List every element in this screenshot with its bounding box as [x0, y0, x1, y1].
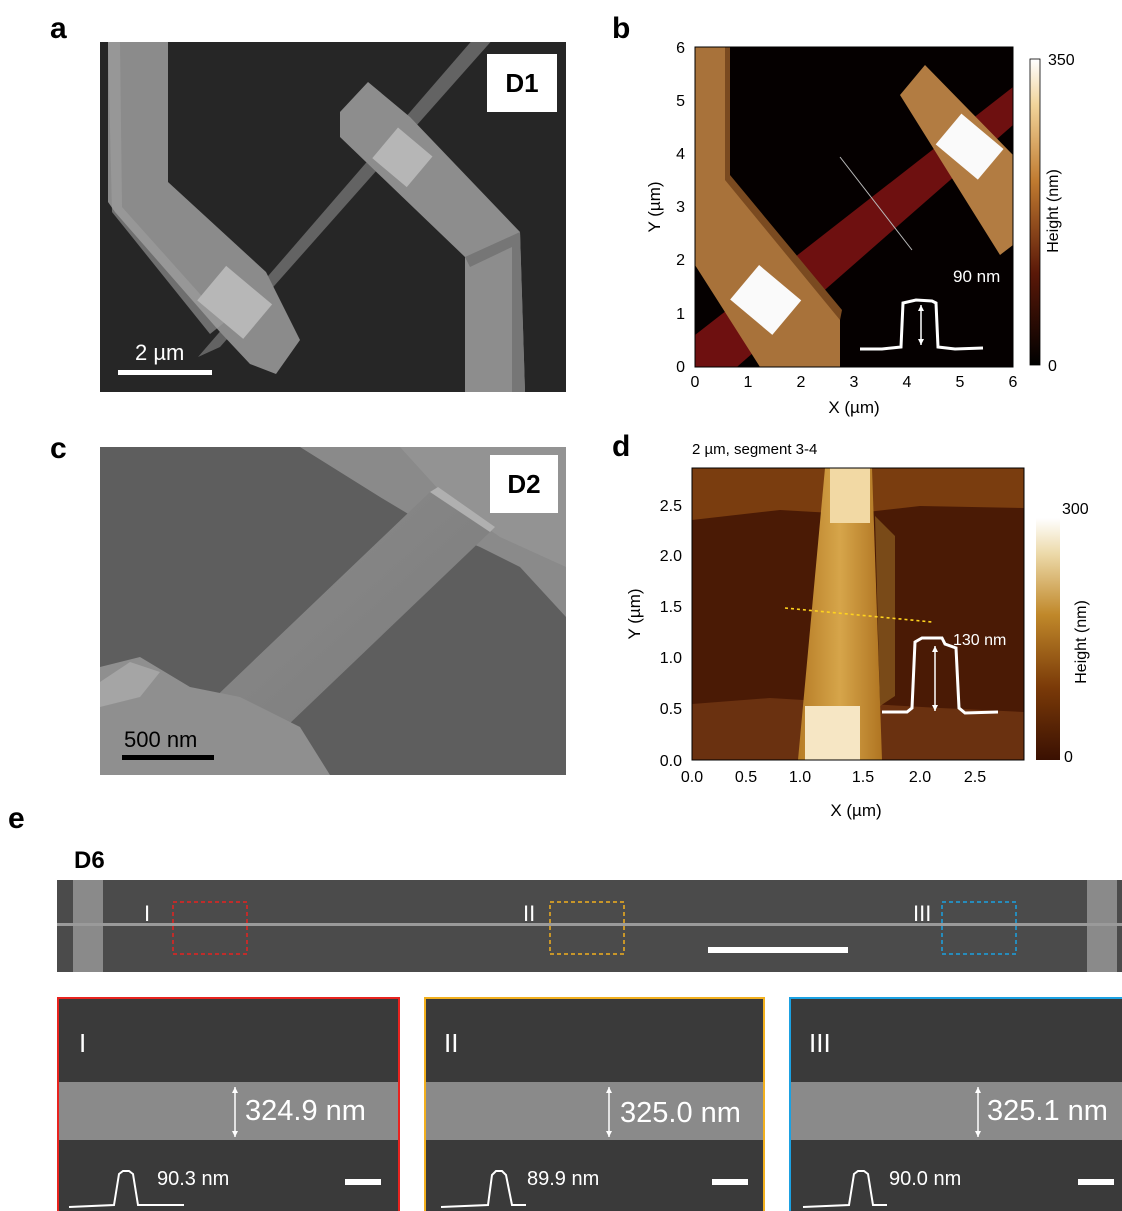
scale-bar-e — [708, 947, 848, 953]
x-axis-label-d: X (µm) — [830, 801, 881, 820]
zoom-panel-ii: II 325.0 nm 89.9 nm — [424, 997, 765, 1211]
svg-text:4: 4 — [676, 146, 685, 163]
height-label-iii: 90.0 nm — [889, 1168, 961, 1190]
region-box-iii — [941, 901, 1017, 955]
afm-plot-d: 2 µm, segment 3-4 130 nm 0.0 0.5 1.0 1.5… — [625, 441, 1090, 820]
width-label-i: 324.9 nm — [245, 1095, 366, 1127]
scale-bar-label-a: 2 µm — [135, 340, 184, 365]
panel-label-e: e — [8, 802, 25, 835]
profile-line-d — [784, 607, 933, 623]
region-label-iii: III — [913, 901, 931, 926]
scale-bar-label-c: 500 nm — [124, 727, 197, 752]
svg-text:0.5: 0.5 — [735, 769, 757, 786]
svg-text:0.0: 0.0 — [660, 753, 682, 770]
scale-bar-a — [118, 370, 212, 375]
svg-text:2.5: 2.5 — [964, 769, 986, 786]
svg-text:0.5: 0.5 — [660, 701, 682, 718]
device-badge-d1: D1 — [487, 54, 557, 112]
svg-text:2: 2 — [676, 252, 685, 269]
x-ticks-b: 0 1 2 3 4 5 6 — [691, 374, 1018, 391]
svg-text:III: III — [809, 1028, 831, 1058]
sem-image-d1: 2 µm D1 — [100, 42, 566, 392]
svg-text:5: 5 — [676, 93, 685, 110]
y-axis-label-b: Y (µm) — [645, 181, 664, 232]
zoom-panel-iii: III 325.1 nm 90.0 nm — [789, 997, 1122, 1211]
svg-text:2.0: 2.0 — [660, 548, 682, 565]
svg-text:6: 6 — [1009, 374, 1018, 391]
region-box-i — [172, 901, 248, 955]
y-ticks-b: 0 1 2 3 4 5 6 — [676, 40, 685, 376]
colorbar-label-d: Height (nm) — [1073, 600, 1090, 684]
zoom-panel-i: I 324.9 nm 90.3 nm — [57, 997, 400, 1211]
svg-text:II: II — [444, 1028, 458, 1058]
y-ticks-d: 0.0 0.5 1.0 1.5 2.0 2.5 — [660, 498, 682, 770]
svg-text:0: 0 — [691, 374, 700, 391]
panel-label-b: b — [612, 12, 631, 45]
afm-plot-b: 90 nm 0 1 2 3 4 5 6 X (µm) 0 1 2 3 4 5 6… — [645, 40, 1075, 417]
svg-text:1.5: 1.5 — [852, 769, 874, 786]
scale-bar-c — [122, 755, 214, 760]
x-ticks-d: 0.0 0.5 1.0 1.5 2.0 2.5 — [681, 769, 986, 786]
svg-text:I: I — [79, 1028, 86, 1058]
svg-text:1: 1 — [744, 374, 753, 391]
colorbar-min-b: 0 — [1048, 358, 1057, 375]
panel-label-c: c — [50, 432, 67, 465]
sem-image-d2: 500 nm D2 — [100, 447, 566, 775]
svg-text:2.0: 2.0 — [909, 769, 931, 786]
height-label-i: 90.3 nm — [157, 1168, 229, 1190]
svg-text:1.0: 1.0 — [660, 650, 682, 667]
device-label-d6: D6 — [74, 847, 105, 874]
svg-text:2.5: 2.5 — [660, 498, 682, 515]
x-axis-label-b: X (µm) — [828, 398, 879, 417]
svg-text:3: 3 — [676, 199, 685, 216]
svg-text:5: 5 — [956, 374, 965, 391]
colorbar-min-d: 0 — [1064, 749, 1073, 766]
plot-title-d: 2 µm, segment 3-4 — [692, 441, 817, 458]
region-label-ii: II — [523, 901, 535, 926]
colorbar-max-b: 350 — [1048, 52, 1075, 69]
device-badge-d2: D2 — [490, 455, 558, 513]
svg-text:1.5: 1.5 — [660, 599, 682, 616]
profile-height-label-b: 90 nm — [953, 267, 1000, 286]
svg-text:1.0: 1.0 — [789, 769, 811, 786]
svg-text:6: 6 — [676, 40, 685, 57]
height-profile-d — [882, 636, 999, 715]
profile-height-label-d: 130 nm — [953, 632, 1006, 649]
colorbar-b — [1029, 58, 1041, 366]
colorbar-label-b: Height (nm) — [1045, 169, 1062, 253]
width-label-ii: 325.0 nm — [620, 1097, 741, 1129]
svg-text:0.0: 0.0 — [681, 769, 703, 786]
svg-text:4: 4 — [903, 374, 912, 391]
svg-text:2: 2 — [797, 374, 806, 391]
width-label-iii: 325.1 nm — [987, 1095, 1108, 1127]
colorbar-max-d: 300 — [1062, 501, 1089, 518]
panel-label-a: a — [50, 12, 67, 45]
svg-text:3: 3 — [850, 374, 859, 391]
height-label-ii: 89.9 nm — [527, 1168, 599, 1190]
colorbar-d — [1036, 518, 1060, 760]
height-profile-b — [860, 298, 984, 351]
svg-text:1: 1 — [676, 306, 685, 323]
panel-label-d: d — [612, 430, 631, 463]
svg-text:0: 0 — [676, 359, 685, 376]
y-axis-label-d: Y (µm) — [625, 588, 644, 639]
sem-overview-d6: I II III — [57, 880, 1122, 972]
region-label-i: I — [144, 901, 150, 926]
region-box-ii — [549, 901, 625, 955]
